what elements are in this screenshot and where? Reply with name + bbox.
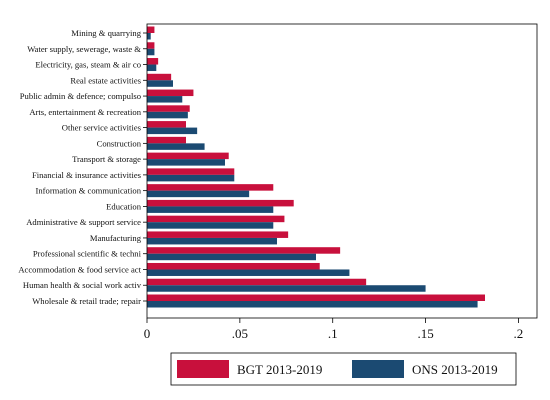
legend-label-ons: ONS 2013-2019	[412, 362, 498, 377]
category-label: Mining & quarrying	[71, 28, 141, 38]
x-tick-label: .2	[514, 326, 524, 341]
x-tick-label: .1	[328, 326, 338, 341]
plot-frame	[146, 23, 538, 319]
axes-layer	[143, 23, 538, 323]
bar-bgt-12	[147, 215, 285, 223]
category-label: Wholesale & retail trade; repair	[32, 296, 141, 306]
bar-bgt-14	[147, 247, 341, 254]
bar-ons-13	[147, 237, 277, 245]
category-label: Public admin & defence; compulso	[20, 91, 141, 101]
category-label: Administrative & support service	[26, 217, 141, 227]
bar-ons-3	[147, 80, 173, 87]
bar-ons-5	[147, 111, 188, 119]
bar-bgt-6	[147, 121, 186, 128]
category-label: Information & communication	[36, 186, 142, 196]
bar-ons-17	[147, 301, 478, 308]
bar-ons-15	[147, 269, 350, 276]
legend-label-bgt: BGT 2013-2019	[237, 362, 322, 377]
bar-ons-6	[147, 127, 198, 135]
category-label: Education	[106, 201, 142, 211]
bar-ons-7	[147, 143, 205, 150]
bar-ons-2	[147, 64, 157, 72]
category-label: Professional scientific & techni	[33, 249, 142, 259]
bar-bgt-16	[147, 278, 367, 286]
x-tick-label: 0	[144, 326, 151, 341]
category-label: Financial & insurance activities	[32, 170, 142, 180]
bar-ons-4	[147, 96, 183, 103]
category-label: Water supply, sewerage, waste &	[27, 44, 141, 54]
legend-swatch-bgt	[177, 360, 229, 378]
legend: BGT 2013-2019 ONS 2013-2019	[170, 352, 517, 386]
bar-bgt-17	[147, 294, 485, 301]
category-label: Arts, entertainment & recreation	[29, 107, 141, 117]
bar-ons-8	[147, 159, 225, 166]
category-label: Electricity, gas, steam & air co	[35, 60, 141, 70]
bar-ons-11	[147, 206, 274, 213]
bars-layer	[147, 26, 485, 308]
bar-bgt-4	[147, 89, 194, 97]
bar-ons-0	[147, 33, 151, 40]
category-label: Construction	[97, 138, 142, 148]
x-tick-label: .15	[417, 326, 433, 341]
bar-bgt-7	[147, 136, 186, 144]
category-label: Human health & social work activ	[23, 280, 142, 290]
bar-ons-1	[147, 48, 155, 56]
bar-bgt-3	[147, 73, 172, 81]
bar-bgt-0	[147, 26, 155, 33]
bar-bgt-10	[147, 184, 274, 191]
category-label: Manufacturing	[90, 233, 142, 243]
labels-layer: Mining & quarrying Water supply, sewerage…	[18, 28, 523, 341]
category-label: Real estate activities	[70, 75, 141, 85]
bar-bgt-15	[147, 262, 320, 270]
bar-bgt-9	[147, 168, 235, 175]
bar-ons-14	[147, 253, 316, 261]
bar-bgt-8	[147, 152, 229, 160]
bar-bgt-5	[147, 105, 190, 112]
legend-swatch-ons	[352, 360, 404, 378]
legend-box	[170, 352, 517, 386]
bar-ons-16	[147, 285, 426, 292]
x-tick-label: .05	[232, 326, 248, 341]
category-label: Accommodation & food service act	[18, 264, 141, 274]
bar-bgt-11	[147, 199, 294, 207]
category-label: Transport & storage	[72, 154, 141, 164]
bar-bgt-13	[147, 231, 289, 238]
bar-ons-9	[147, 174, 235, 182]
bar-bgt-1	[147, 42, 155, 49]
bar-ons-10	[147, 190, 250, 198]
bar-bgt-2	[147, 58, 159, 65]
bar-ons-12	[147, 222, 274, 229]
category-label: Other service activities	[62, 123, 142, 133]
